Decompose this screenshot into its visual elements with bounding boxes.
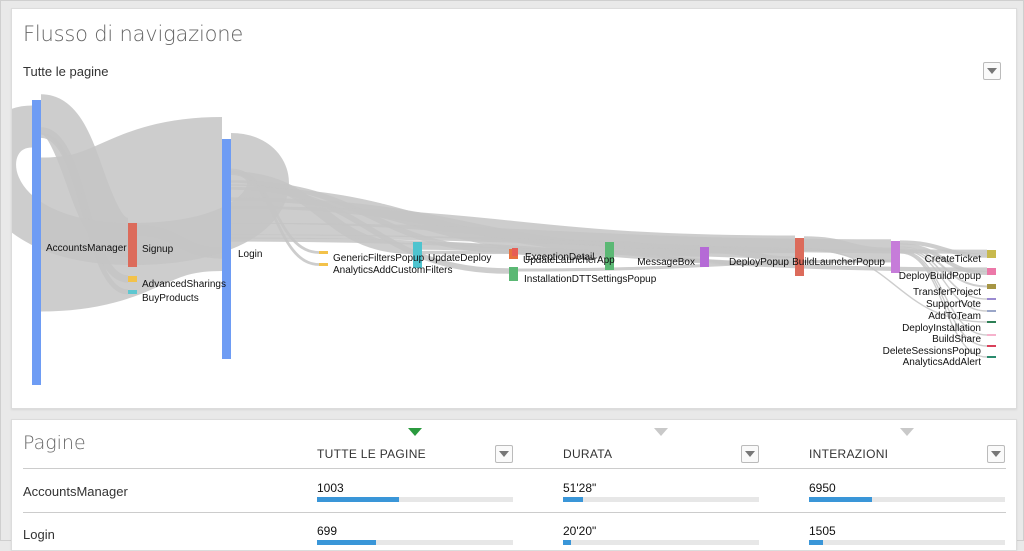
flow-link-Login-to-BuildLauncherPopup[interactable] <box>230 222 892 252</box>
row-interactions-bar <box>809 497 1005 502</box>
flow-node-DeployPopup[interactable] <box>795 238 804 276</box>
column-duration[interactable]: DURATA <box>563 447 613 461</box>
flow-node-label-SupportVote: SupportVote <box>926 299 981 310</box>
flow-node-label-TransferProject: TransferProject <box>913 287 981 298</box>
flow-node-MessageBox[interactable] <box>700 247 709 267</box>
flow-node-label-Signup: Signup <box>142 244 174 255</box>
flow-node-CreateTicket[interactable] <box>987 250 996 258</box>
pages-title: Pagine <box>23 432 86 454</box>
flow-node-label-DeployBuildPopup: DeployBuildPopup <box>899 271 982 282</box>
flow-node-BuildLauncherPopup[interactable] <box>891 241 900 273</box>
flow-node-Signup[interactable] <box>128 223 137 267</box>
flow-node-label-AnalyticsAddAlert: AnalyticsAddAlert <box>903 357 982 368</box>
flow-node-label-BuildLauncherPopup: BuildLauncherPopup <box>792 257 885 268</box>
flow-link-MessageBox-to-DeployPopup[interactable] <box>708 246 796 263</box>
duration-column-dropdown[interactable] <box>741 445 759 463</box>
flow-node-label-DeleteSessionsPopup: DeleteSessionsPopup <box>883 346 982 357</box>
flow-node-label-BuyProducts: BuyProducts <box>142 293 199 304</box>
row-duration-bar <box>563 497 759 502</box>
flow-node-TransferProject[interactable] <box>987 284 996 289</box>
flow-node-label-AccountsManager: AccountsManager <box>46 243 127 254</box>
flow-node-label-BuildShare: BuildShare <box>932 334 981 345</box>
column-interactions[interactable]: INTERAZIONI <box>809 447 889 461</box>
flow-node-AccountsManager[interactable] <box>32 100 41 385</box>
flow-node-DeleteSessionsPopup[interactable] <box>987 345 996 347</box>
page-filter-label: Tutte le pagine <box>23 64 109 79</box>
flow-node-AdvancedSharings[interactable] <box>128 276 137 282</box>
flow-link-DeployPopup-to-DeployInstallation[interactable] <box>803 248 988 323</box>
flow-node-GenericFiltersPopup[interactable] <box>319 251 328 254</box>
navigation-flow-card: Flusso di navigazione Tutte le pagine Ac… <box>11 8 1017 409</box>
flow-link-BuildLauncherPopup-to-SupportVote[interactable] <box>899 248 988 300</box>
flow-node-label-AdvancedSharings: AdvancedSharings <box>142 279 226 290</box>
interactions-column-dropdown[interactable] <box>987 445 1005 463</box>
flow-node-Login[interactable] <box>222 139 231 359</box>
navigation-sankey-chart: AccountsManager Signup AdvancedSharings Buy… <box>12 94 996 385</box>
row-all-pages-value: 699 <box>317 524 338 538</box>
flow-link-DeployPopup-to-BuildLauncherPopup[interactable] <box>803 236 892 262</box>
flow-node-InstallationDTTSettingsPopup[interactable] <box>509 267 518 281</box>
sort-duration-icon[interactable] <box>654 428 668 436</box>
row-interactions-value: 6950 <box>809 481 836 495</box>
sort-all-pages-icon[interactable] <box>408 428 422 436</box>
flow-node-label-Login: Login <box>238 249 262 260</box>
flow-title: Flusso di navigazione <box>23 22 244 46</box>
flow-node-label-UpdateDeploy: UpdateDeploy <box>428 253 491 264</box>
flow-link-BuildLauncherPopup-to-CreateTicket[interactable] <box>899 240 988 258</box>
flow-node-label-CreateTicket: CreateTicket <box>925 254 982 265</box>
flow-node-label-DeployInstallation: DeployInstallation <box>902 323 981 334</box>
flow-node-label-DeployPopup: DeployPopup <box>729 257 789 268</box>
flow-link-BuildLauncherPopup-to-AddToTeam[interactable] <box>899 249 988 312</box>
row-divider <box>23 512 1006 513</box>
flow-link-BuildLauncherPopup-to-TransferProject[interactable] <box>899 246 988 288</box>
flow-link-ExceptionDetail-to-DeployPopup[interactable] <box>517 248 796 265</box>
flow-link-BuildLauncherPopup-to-AnalyticsAddAlert[interactable] <box>899 252 988 358</box>
page-filter-dropdown-button[interactable] <box>983 62 1001 80</box>
header-divider <box>23 468 1006 469</box>
flow-node-label-ExceptionDetail: ExceptionDetail <box>525 252 594 263</box>
flow-node-DeployInstallation[interactable] <box>987 321 996 323</box>
flow-node-label-InstallationDTTSettingsPopup: InstallationDTTSettingsPopup <box>524 274 657 285</box>
flow-node-label-UpdateLauncherApp: UpdateLauncherApp <box>523 255 615 266</box>
row-page-name: Login <box>23 527 55 542</box>
row-page-name: AccountsManager <box>23 484 128 499</box>
flow-node-label-GenericFiltersPopup: GenericFiltersPopup <box>333 253 425 264</box>
flow-node-SupportVote[interactable] <box>987 298 996 300</box>
flow-node-label-AddToTeam: AddToTeam <box>928 311 981 322</box>
flow-node-BuildShare[interactable] <box>987 334 996 336</box>
flow-node-AnalyticsAddAlert[interactable] <box>987 356 996 358</box>
row-duration-value: 51'28" <box>563 481 597 495</box>
row-duration-value: 20'20" <box>563 524 597 538</box>
flow-node-UpdateDeploy[interactable] <box>413 242 422 268</box>
all-pages-column-dropdown[interactable] <box>495 445 513 463</box>
row-all-pages-value: 1003 <box>317 481 344 495</box>
flow-node-AddToTeam[interactable] <box>987 310 996 312</box>
flow-node-label-MessageBox: MessageBox <box>637 257 695 268</box>
column-all-pages[interactable]: TUTTE LE PAGINE <box>317 447 426 461</box>
flow-node-ExceptionDetail[interactable] <box>512 248 518 256</box>
row-interactions-value: 1505 <box>809 524 836 538</box>
flow-link-BuildLauncherPopup-to-DeployBuildPopup[interactable] <box>899 243 988 276</box>
flow-link-BuildLauncherPopup-to-DeleteSessionsPopup[interactable] <box>899 251 988 347</box>
pages-card: Pagine TUTTE LE PAGINE DURATA INTERAZION… <box>11 419 1017 551</box>
flow-node-MessageBoxA[interactable] <box>605 242 614 270</box>
flow-node-label-AnalyticsAddCustomFilters: AnalyticsAddCustomFilters <box>333 265 452 276</box>
flow-node-AnalyticsAddCustomFilters[interactable] <box>319 263 328 266</box>
flow-link-BuildLauncherPopup-to-BuildShare[interactable] <box>899 250 988 336</box>
sort-interactions-icon[interactable] <box>900 428 914 436</box>
row-all-pages-bar <box>317 497 513 502</box>
flow-node-DeployBuildPopup[interactable] <box>987 268 996 275</box>
flow-node-BuyProducts[interactable] <box>128 290 137 294</box>
